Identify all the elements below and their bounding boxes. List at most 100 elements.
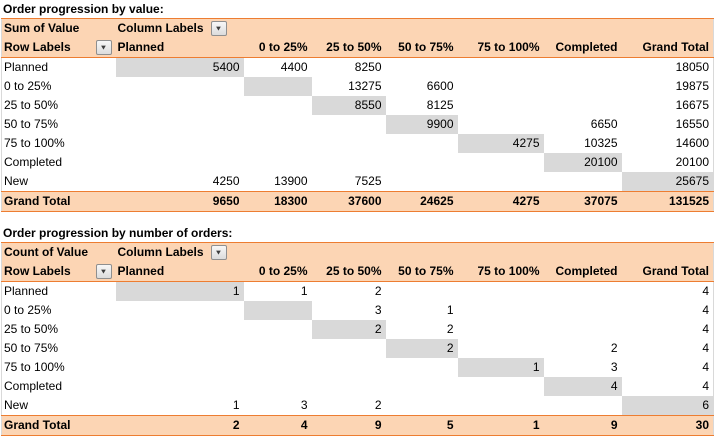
value-cell[interactable] [243,301,312,320]
column-header-cell[interactable]: Grand Total [621,38,714,58]
row-grand-total-cell[interactable]: 6 [621,396,714,416]
measure-cell[interactable]: Sum of Value [1,18,116,38]
column-labels-filter-button[interactable]: ▼ [210,21,227,36]
value-cell[interactable] [312,115,386,134]
value-cell[interactable]: 4 [543,377,622,396]
value-cell[interactable] [116,115,244,134]
column-header-cell[interactable]: 50 to 75% [385,262,458,282]
value-cell[interactable] [544,172,622,192]
value-cell[interactable] [458,77,544,96]
value-cell[interactable] [544,58,622,78]
row-grand-total-cell[interactable]: 4 [702,303,709,317]
row-label-cell[interactable]: 25 to 50% [4,322,59,336]
value-cell[interactable] [312,153,386,172]
value-cell[interactable] [458,377,544,396]
value-cell[interactable]: 8125 [426,98,454,112]
value-cell[interactable]: 3 [610,360,618,374]
column-labels-cell[interactable]: Column Labels ▼ [115,242,244,262]
row-labels-filter-button[interactable]: ▼ [95,40,112,55]
value-cell[interactable] [116,96,244,115]
value-cell[interactable] [544,77,622,96]
value-cell[interactable]: 5400 [115,57,244,77]
value-cell[interactable]: 1 [300,284,308,298]
value-cell[interactable] [244,134,312,153]
value-cell[interactable] [116,320,244,339]
value-cell[interactable]: 20100 [543,153,622,172]
value-cell[interactable]: 3 [374,303,382,317]
column-grand-total-cell[interactable]: 1 [457,415,544,436]
value-cell[interactable] [386,282,458,302]
value-cell[interactable] [544,301,622,320]
column-header-cell[interactable]: Planned [115,262,244,282]
value-cell[interactable] [386,377,458,396]
value-cell[interactable]: 4250 [212,174,240,188]
value-cell[interactable] [386,172,458,192]
grand-total-value-cell[interactable]: 131525 [621,191,714,212]
value-cell[interactable]: 2 [446,322,454,336]
row-label-cell[interactable]: New [4,174,29,188]
value-cell[interactable] [458,115,544,134]
row-grand-total-cell[interactable]: 16675 [675,98,709,112]
column-header-cell[interactable]: Completed [543,38,622,58]
row-label-cell[interactable]: Planned [4,60,49,74]
row-label-cell[interactable]: Planned [4,284,49,298]
value-cell[interactable]: 10325 [584,136,618,150]
column-grand-total-cell[interactable]: 2 [115,415,244,436]
row-grand-total-cell[interactable]: 4 [702,284,709,298]
value-cell[interactable] [386,358,458,377]
value-cell[interactable] [312,358,386,377]
value-cell[interactable] [458,282,544,302]
column-header-cell[interactable]: 75 to 100% [457,38,544,58]
value-cell[interactable] [244,153,312,172]
value-cell[interactable] [244,377,312,396]
column-grand-total-cell[interactable]: 5 [385,415,458,436]
value-cell[interactable] [458,339,544,358]
value-cell[interactable]: 13275 [348,79,382,93]
measure-cell[interactable]: Count of Value [1,242,116,262]
column-header-cell[interactable]: 0 to 25% [243,38,312,58]
row-labels-filter-button[interactable]: ▼ [95,264,112,279]
row-grand-total-cell[interactable]: 4 [702,341,709,355]
grand-total-value-cell[interactable]: 30 [621,415,714,436]
column-header-cell[interactable]: Grand Total [621,262,714,282]
row-label-cell[interactable]: 0 to 25% [4,79,52,93]
value-cell[interactable] [244,358,312,377]
value-cell[interactable] [386,134,458,153]
value-cell[interactable] [458,301,544,320]
value-cell[interactable] [312,377,386,396]
value-cell[interactable] [544,320,622,339]
value-cell[interactable]: 8550 [311,96,386,115]
value-cell[interactable] [116,358,244,377]
value-cell[interactable]: 9900 [385,115,458,134]
grand-total-label-cell[interactable]: Grand Total [1,191,116,212]
column-header-cell[interactable]: 25 to 50% [311,38,386,58]
value-cell[interactable] [116,339,244,358]
column-grand-total-cell[interactable]: 4275 [457,191,544,212]
row-grand-total-cell[interactable]: 25675 [621,172,714,192]
value-cell[interactable]: 1 [446,303,454,317]
row-label-cell[interactable]: 50 to 75% [4,117,59,131]
value-cell[interactable] [312,339,386,358]
row-grand-total-cell[interactable]: 4 [702,360,709,374]
value-cell[interactable] [116,153,244,172]
column-header-cell[interactable]: 25 to 50% [311,262,386,282]
value-cell[interactable]: 8250 [354,60,382,74]
row-labels-cell[interactable]: Row Labels ▼ [1,262,116,282]
value-cell[interactable] [386,153,458,172]
row-label-cell[interactable]: New [4,398,29,412]
row-grand-total-cell[interactable]: 4 [702,322,709,336]
column-header-cell[interactable]: 50 to 75% [385,38,458,58]
column-labels-cell[interactable]: Column Labels ▼ [115,18,244,38]
value-cell[interactable]: 2 [311,320,386,339]
row-grand-total-cell[interactable]: 18050 [675,60,709,74]
column-header-cell[interactable]: Planned [115,38,244,58]
value-cell[interactable]: 2 [374,284,382,298]
row-label-cell[interactable]: 0 to 25% [4,303,52,317]
row-grand-total-cell[interactable]: 19875 [675,79,709,93]
row-label-cell[interactable]: Completed [4,155,63,169]
value-cell[interactable] [244,339,312,358]
value-cell[interactable]: 1 [232,398,240,412]
column-grand-total-cell[interactable]: 24625 [385,191,458,212]
column-labels-filter-button[interactable]: ▼ [210,245,227,260]
value-cell[interactable] [544,396,622,416]
